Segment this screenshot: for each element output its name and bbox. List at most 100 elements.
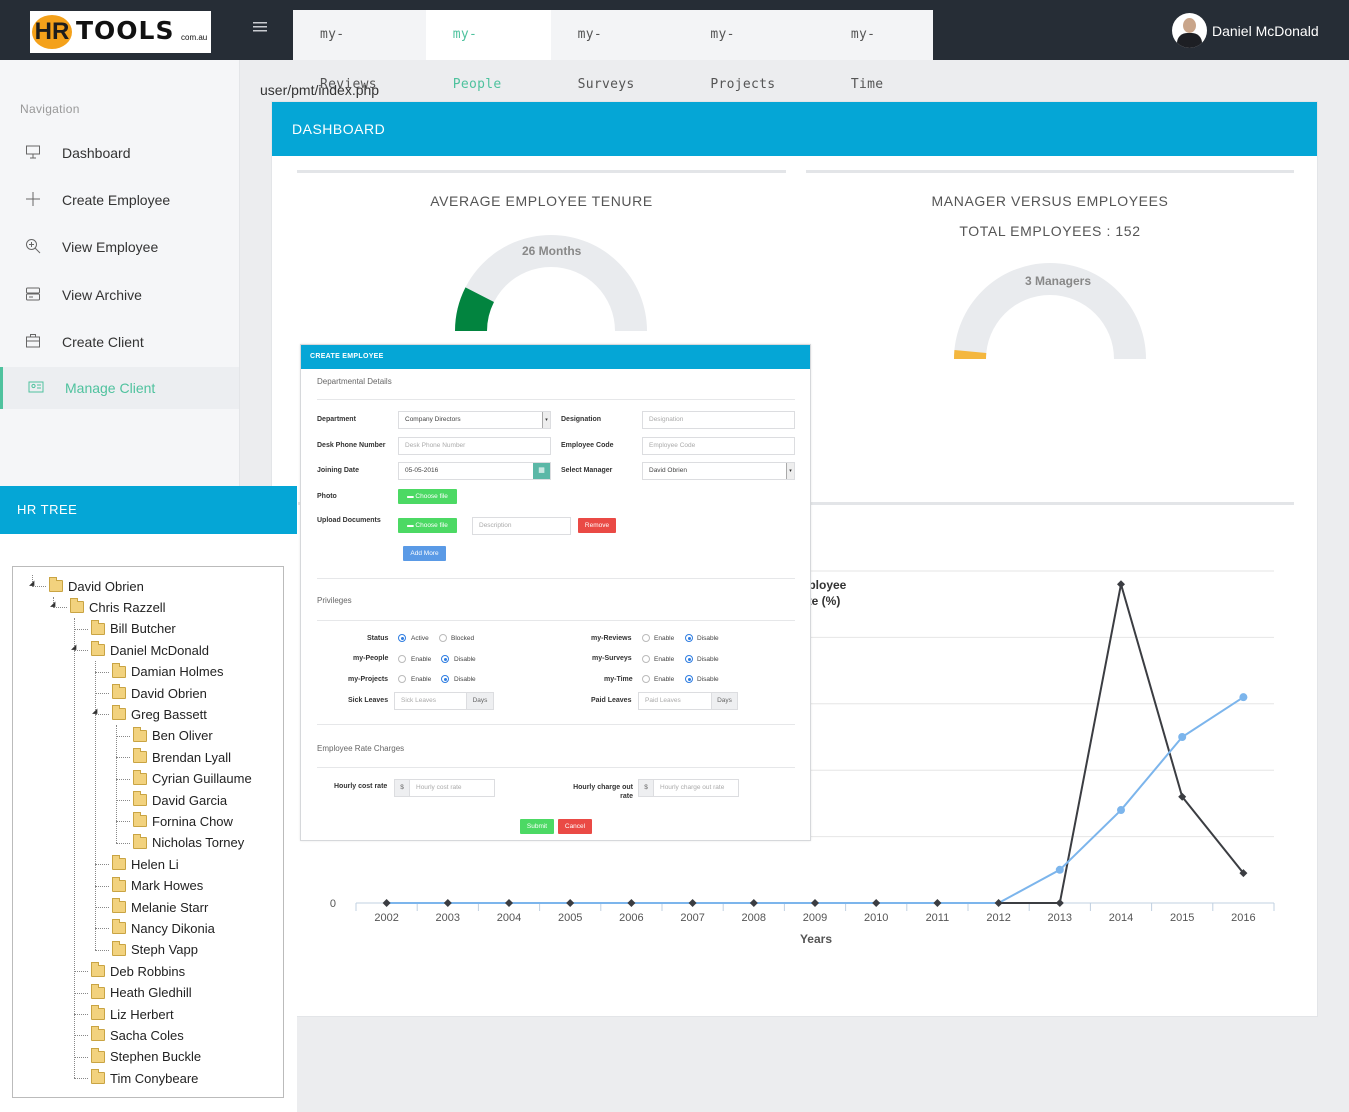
manager-select[interactable]: David Obrien ▾ bbox=[642, 462, 795, 480]
folder-icon bbox=[133, 748, 147, 764]
tree-connector bbox=[95, 949, 109, 951]
tree-node[interactable]: Nancy Dikonia bbox=[112, 919, 215, 937]
tree-node[interactable]: Greg Bassett bbox=[112, 705, 207, 723]
department-select[interactable]: Company Directors ▾ bbox=[398, 411, 551, 429]
folder-icon bbox=[133, 833, 147, 849]
tree-node[interactable]: Daniel McDonald bbox=[91, 641, 209, 659]
tree-connector bbox=[95, 714, 109, 716]
status-active-radio[interactable] bbox=[398, 634, 406, 642]
sidebar-item-manage-client[interactable]: Manage Client bbox=[0, 367, 239, 409]
photo-choose-file-button[interactable]: ▬ Choose file bbox=[398, 489, 457, 504]
tree-node[interactable]: Melanie Starr bbox=[112, 898, 208, 916]
status-blocked-radio[interactable] bbox=[439, 634, 447, 642]
folder-icon bbox=[112, 855, 126, 871]
desk-phone-field[interactable]: Desk Phone Number bbox=[398, 437, 551, 455]
sidebar-item-dashboard[interactable]: Dashboard bbox=[0, 132, 239, 174]
my-surveys-disable-radio[interactable] bbox=[685, 655, 693, 663]
sidebar-item-label: Manage Client bbox=[65, 380, 156, 396]
tab-my-reviews[interactable]: my-Reviews bbox=[320, 27, 377, 92]
tree-node[interactable]: Cyrian Guillaume bbox=[133, 769, 252, 788]
my-time-disable-label: Disable bbox=[697, 676, 719, 683]
sidebar-item-view-employee[interactable]: View Employee bbox=[0, 226, 239, 268]
remove-button[interactable]: Remove bbox=[578, 518, 616, 533]
my-time-enable-radio[interactable] bbox=[642, 675, 650, 683]
tree-node[interactable]: David Obrien bbox=[49, 577, 144, 595]
tree-connector bbox=[95, 660, 96, 950]
tree-node[interactable]: Chris Razzell bbox=[70, 598, 166, 616]
tree-node-label: Tim Conybeare bbox=[110, 1070, 199, 1086]
expand-toggle-icon[interactable]: ◢ bbox=[71, 644, 77, 652]
tree-node[interactable]: Mark Howes bbox=[112, 876, 203, 895]
expand-toggle-icon[interactable]: ◢ bbox=[50, 601, 56, 609]
user-menu[interactable]: Daniel McDonald bbox=[1172, 13, 1319, 48]
paid-leaves-label: Paid Leaves bbox=[591, 697, 632, 704]
tree-connector bbox=[53, 607, 67, 609]
x-tick-label: 2015 bbox=[1170, 912, 1194, 924]
sick-leaves-field[interactable]: Sick Leaves bbox=[394, 692, 467, 710]
x-axis-label: Years bbox=[800, 932, 832, 946]
my-time-disable-radio[interactable] bbox=[685, 675, 693, 683]
sidebar-item-view-archive[interactable]: View Archive bbox=[0, 274, 239, 316]
id-card-icon bbox=[27, 379, 45, 397]
sidebar-item-create-client[interactable]: Create Client bbox=[0, 321, 239, 363]
employee-code-field[interactable]: Employee Code bbox=[642, 437, 795, 455]
tree-node[interactable]: Steph Vapp bbox=[112, 940, 198, 959]
tab-my-people[interactable]: my-People bbox=[425, 10, 551, 92]
calendar-icon[interactable]: ▦ bbox=[533, 463, 550, 479]
designation-field[interactable]: Designation bbox=[642, 411, 795, 429]
my-surveys-enable-radio[interactable] bbox=[642, 655, 650, 663]
data-point bbox=[688, 899, 697, 907]
tree-connector bbox=[116, 842, 130, 844]
my-projects-disable-radio[interactable] bbox=[441, 675, 449, 683]
tree-node[interactable]: Sacha Coles bbox=[91, 1026, 184, 1044]
tree-node-label: Deb Robbins bbox=[110, 963, 186, 979]
tree-node[interactable]: David Garcia bbox=[133, 791, 227, 809]
tree-node[interactable]: Damian Holmes bbox=[112, 662, 223, 681]
hourly-charge-field[interactable]: Hourly charge out rate bbox=[653, 779, 739, 797]
tree-node[interactable]: David Obrien bbox=[112, 684, 207, 702]
folder-icon bbox=[112, 684, 126, 699]
document-description-field[interactable]: Description bbox=[472, 517, 571, 535]
tree-node[interactable]: Brendan Lyall bbox=[133, 748, 231, 766]
joining-date-field[interactable]: 05-05-2016 ▦ bbox=[398, 462, 551, 480]
tree-node[interactable]: Ben Oliver bbox=[133, 726, 213, 745]
tree-connector bbox=[74, 1014, 88, 1015]
my-projects-enable-radio[interactable] bbox=[398, 675, 406, 683]
tab-my-surveys[interactable]: my-Surveys bbox=[577, 27, 635, 92]
my-people-enable-radio[interactable] bbox=[398, 655, 406, 663]
tree-node[interactable]: Helen Li bbox=[112, 855, 179, 873]
my-reviews-enable-radio[interactable] bbox=[642, 634, 650, 642]
tab-my-projects[interactable]: my-Projects bbox=[710, 27, 776, 92]
tree-connector bbox=[116, 735, 130, 737]
tree-node[interactable]: Bill Butcher bbox=[91, 619, 176, 638]
menu-toggle-icon[interactable] bbox=[253, 20, 271, 38]
tree-node[interactable]: Nicholas Torney bbox=[133, 833, 244, 852]
tree-node[interactable]: Fornina Chow bbox=[133, 812, 233, 830]
add-more-button[interactable]: Add More bbox=[403, 546, 446, 561]
tree-node[interactable]: Heath Gledhill bbox=[91, 983, 192, 1002]
tree-node[interactable]: Deb Robbins bbox=[91, 962, 185, 980]
tree-node-label: Helen Li bbox=[131, 856, 179, 872]
cancel-button[interactable]: Cancel bbox=[558, 819, 592, 834]
tab-my-time[interactable]: my-Time bbox=[850, 27, 884, 92]
hourly-cost-label: Hourly cost rate bbox=[334, 783, 388, 790]
tree-node[interactable]: Tim Conybeare bbox=[91, 1069, 198, 1087]
nav-title: Navigation bbox=[20, 102, 80, 116]
tree-node[interactable]: Stephen Buckle bbox=[91, 1047, 201, 1066]
sidebar-item-create-employee[interactable]: Create Employee bbox=[0, 179, 239, 221]
paid-leaves-field[interactable]: Paid Leaves bbox=[638, 692, 712, 710]
my-people-disable-radio[interactable] bbox=[441, 655, 449, 663]
expand-toggle-icon[interactable]: ◢ bbox=[29, 580, 35, 587]
my-reviews-disable-radio[interactable] bbox=[685, 634, 693, 642]
document-choose-file-button[interactable]: ▬ Choose file bbox=[398, 518, 457, 533]
submit-button[interactable]: Submit bbox=[520, 819, 554, 834]
monitor-icon bbox=[24, 144, 42, 162]
tree-node-label: Steph Vapp bbox=[131, 942, 198, 958]
hourly-cost-field[interactable]: Hourly cost rate bbox=[409, 779, 495, 797]
tree-node[interactable]: Liz Herbert bbox=[91, 1005, 174, 1023]
expand-toggle-icon[interactable]: ◢ bbox=[92, 708, 98, 716]
hr-tree-panel: HR TREE David Obrien Chris Razzell Bill Bu… bbox=[0, 486, 297, 1112]
paid-days-addon: Days bbox=[711, 692, 738, 710]
logo[interactable]: HR TOOLS com.au bbox=[30, 11, 211, 53]
tree-connector bbox=[74, 992, 88, 994]
